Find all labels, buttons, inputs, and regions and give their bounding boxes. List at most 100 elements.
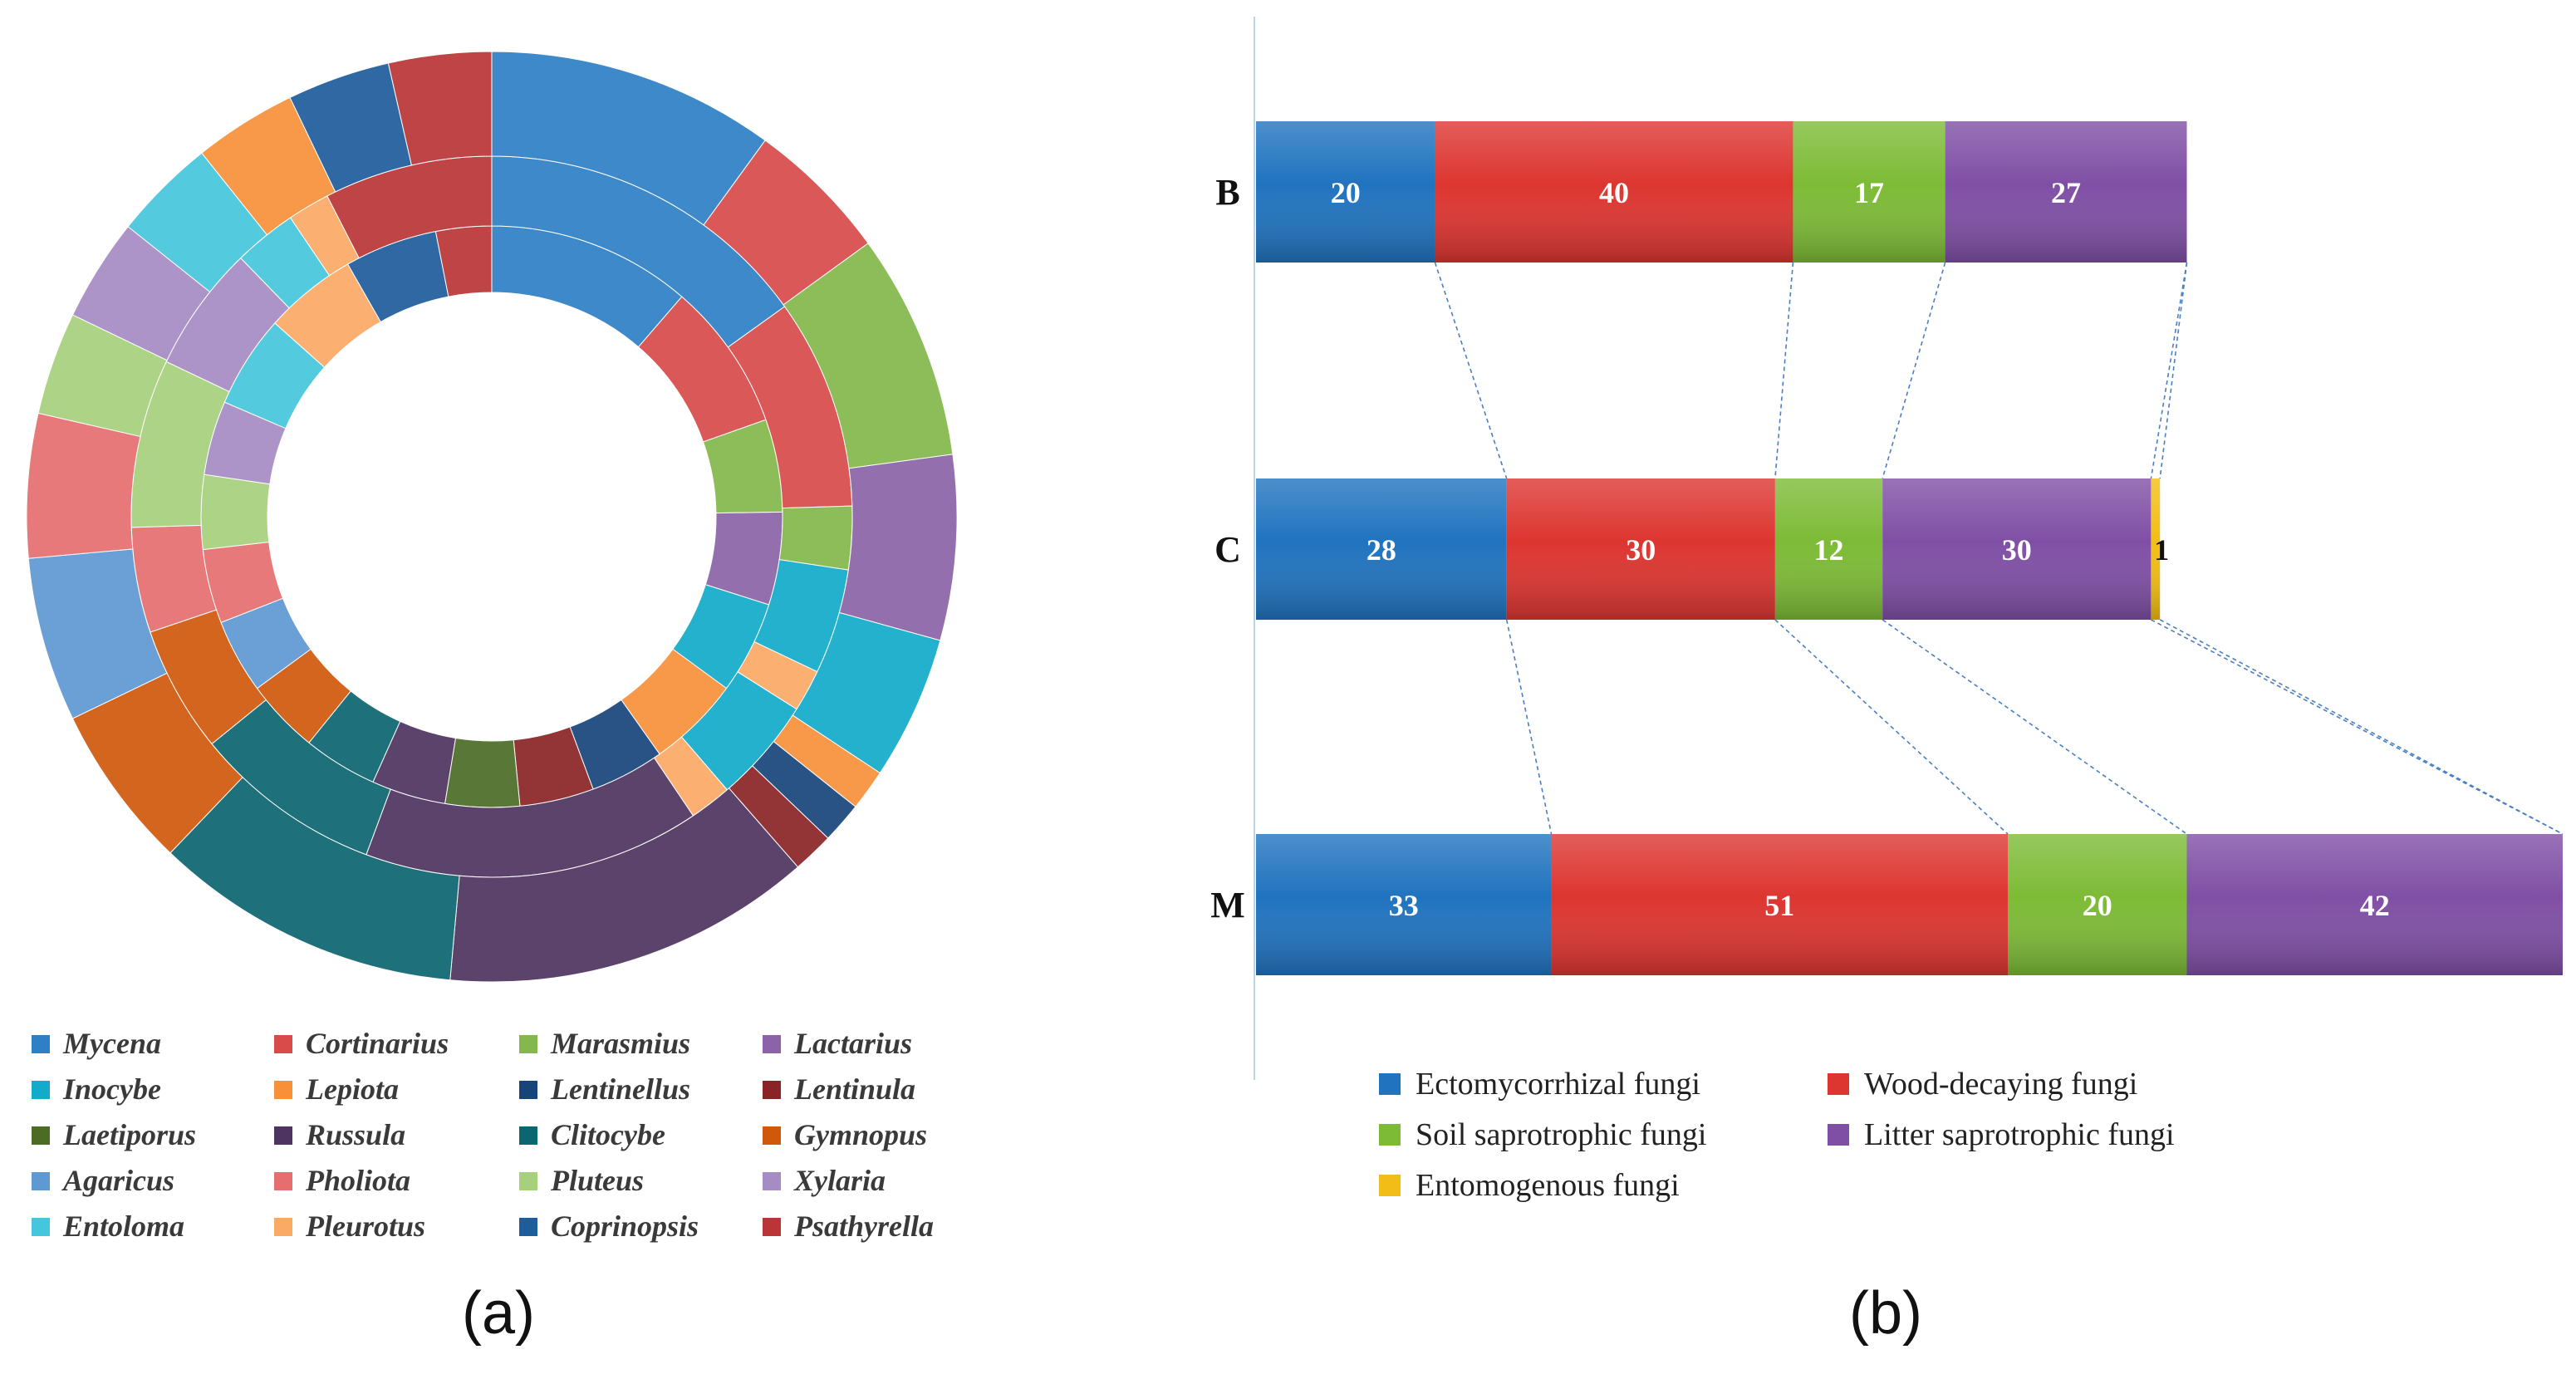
legend-item-ectomycorrhizal-fungi: Ectomycorrhizal fungi <box>1379 1067 1700 1102</box>
connector-c-m-5 <box>2159 619 2564 835</box>
legend-label-clitocybe: Clitocybe <box>551 1118 665 1151</box>
guild-legend: Ectomycorrhizal fungi Wood-decaying fungi… <box>1379 1067 2175 1203</box>
bar-shade-c-ectomycorrhizal-fungi <box>1256 478 1507 620</box>
legend-label-marasmius: Marasmius <box>550 1027 690 1060</box>
legend-item-marasmius: Marasmius <box>519 1027 690 1060</box>
bar-value-m-wood-decaying-fungi: 51 <box>1764 889 1794 922</box>
legend-swatch-lentinula <box>763 1081 781 1099</box>
legend-label-entomogenous-fungi: Entomogenous fungi <box>1416 1168 1680 1203</box>
legend-item-pluteus: Pluteus <box>519 1164 644 1197</box>
legend-swatch-pluteus <box>519 1172 537 1190</box>
legend-item-pholiota: Pholiota <box>274 1164 410 1197</box>
legend-item-russula: Russula <box>274 1118 405 1151</box>
legend-item-clitocybe: Clitocybe <box>519 1118 665 1151</box>
legend-swatch-xylaria <box>763 1172 781 1190</box>
legend-swatch-coprinopsis <box>519 1218 537 1236</box>
legend-item-pleurotus: Pleurotus <box>274 1210 425 1243</box>
legend-label-soil-saprotrophic-fungi: Soil saprotrophic fungi <box>1416 1117 1706 1152</box>
legend-label-litter-saprotrophic-fungi: Litter saprotrophic fungi <box>1864 1117 2175 1152</box>
legend-swatch-inocybe <box>32 1081 50 1099</box>
genus-legend: Mycena Cortinarius Marasmius Lactarius Inocy… <box>32 1027 934 1243</box>
legend-swatch-agaricus <box>32 1172 50 1190</box>
legend-swatch-clitocybe <box>519 1126 537 1145</box>
bar-shade-m-litter-saprotrophic-fungi <box>2186 834 2563 975</box>
legend-item-lentinellus: Lentinellus <box>519 1072 690 1106</box>
legend-item-gymnopus: Gymnopus <box>763 1118 927 1151</box>
legend-item-entoloma: Entoloma <box>32 1210 184 1243</box>
legend-item-wood-decaying-fungi: Wood-decaying fungi <box>1828 1067 2137 1102</box>
connector-b-c-4 <box>2150 262 2188 479</box>
legend-swatch-psathyrella <box>763 1218 781 1236</box>
bar-shade-b-wood-decaying-fungi <box>1435 121 1793 263</box>
category-label-m: M <box>1210 885 1245 925</box>
legend-swatch-marasmius <box>519 1035 537 1053</box>
bar-shade-m-wood-decaying-fungi <box>1551 834 2009 975</box>
bar-value-c-ectomycorrhizal-fungi: 28 <box>1367 533 1396 567</box>
legend-label-laetiporus: Laetiporus <box>62 1118 196 1151</box>
ring-inner-slice-pluteus-14 <box>200 474 271 551</box>
legend-swatch-gymnopus <box>763 1126 781 1145</box>
bar-value-m-soil-saprotrophic-fungi: 20 <box>2083 889 2112 922</box>
legend-item-entomogenous-fungi: Entomogenous fungi <box>1379 1168 1680 1203</box>
stacked-bar-panel: 20 40 17 27 B 28 30 12 30 1 C 33 51 20 42 M Ectomycorrh… <box>1210 17 2564 1347</box>
legend-item-soil-saprotrophic-fungi: Soil saprotrophic fungi <box>1379 1117 1706 1152</box>
legend-label-wood-decaying-fungi: Wood-decaying fungi <box>1864 1067 2137 1102</box>
legend-item-laetiporus: Laetiporus <box>32 1118 196 1151</box>
legend-swatch-mycena <box>32 1035 50 1053</box>
legend-label-mycena: Mycena <box>62 1027 161 1060</box>
legend-item-litter-saprotrophic-fungi: Litter saprotrophic fungi <box>1828 1117 2175 1152</box>
bar-value-b-wood-decaying-fungi: 40 <box>1599 176 1629 209</box>
legend-label-lentinellus: Lentinellus <box>550 1072 690 1106</box>
legend-label-pholiota: Pholiota <box>305 1164 410 1197</box>
bar-shade-b-litter-saprotrophic-fungi <box>1945 121 2187 263</box>
bar-value-b-soil-saprotrophic-fungi: 17 <box>1854 176 1884 209</box>
ring-outer-slice-pholiota-12 <box>26 412 141 559</box>
panel-label-a: (a) <box>462 1280 535 1347</box>
legend-swatch-pleurotus <box>274 1218 292 1236</box>
bar-shade-b-soil-saprotrophic-fungi <box>1793 121 1945 263</box>
bar-value-c-entomogenous-fungi: 1 <box>2154 533 2169 567</box>
bar-shade-m-ectomycorrhizal-fungi <box>1256 834 1552 975</box>
bar-shade-c-entomogenous-fungi <box>2151 478 2161 620</box>
legend-label-pluteus: Pluteus <box>550 1164 644 1197</box>
legend-label-gymnopus: Gymnopus <box>794 1118 927 1151</box>
legend-label-coprinopsis: Coprinopsis <box>551 1210 699 1243</box>
category-label-b: B <box>1215 172 1239 213</box>
bar-shade-c-soil-saprotrophic-fungi <box>1774 478 1883 620</box>
legend-item-cortinarius: Cortinarius <box>274 1027 449 1060</box>
legend-swatch-litter-saprotrophic-fungi <box>1828 1124 1849 1146</box>
connector-c-m-2 <box>1774 619 2009 835</box>
category-label-c: C <box>1214 529 1241 570</box>
bar-shade-m-soil-saprotrophic-fungi <box>2008 834 2187 975</box>
panel-label-b: (b) <box>1849 1280 1922 1347</box>
legend-label-inocybe: Inocybe <box>62 1072 161 1106</box>
legend-item-lactarius: Lactarius <box>763 1027 912 1060</box>
legend-swatch-entomogenous-fungi <box>1379 1175 1401 1196</box>
legend-swatch-soil-saprotrophic-fungi <box>1379 1124 1401 1146</box>
bar-value-c-soil-saprotrophic-fungi: 12 <box>1814 533 1844 567</box>
legend-label-russula: Russula <box>305 1118 405 1151</box>
donut-chart-panel: Mycena Cortinarius Marasmius Lactarius Inocy… <box>26 51 958 1347</box>
legend-swatch-wood-decaying-fungi <box>1828 1073 1849 1095</box>
legend-label-psathyrella: Psathyrella <box>793 1210 934 1243</box>
legend-swatch-ectomycorrhizal-fungi <box>1379 1073 1401 1095</box>
legend-swatch-lactarius <box>763 1035 781 1053</box>
legend-item-agaricus: Agaricus <box>32 1164 174 1197</box>
legend-item-mycena: Mycena <box>32 1027 161 1060</box>
bar-shade-c-litter-saprotrophic-fungi <box>1882 478 2152 620</box>
ring-outer-slice-psathyrella-18 <box>387 51 493 166</box>
legend-swatch-lentinellus <box>519 1081 537 1099</box>
bar-value-c-litter-saprotrophic-fungi: 30 <box>2002 533 2032 567</box>
legend-swatch-cortinarius <box>274 1035 292 1053</box>
donut-rings <box>26 51 958 983</box>
connector-c-m-3 <box>1882 619 2187 835</box>
bar-value-m-litter-saprotrophic-fungi: 42 <box>2360 889 2390 922</box>
ring-middle-slice-marasmius-2 <box>778 505 853 571</box>
legend-swatch-laetiporus <box>32 1126 50 1145</box>
legend-label-ectomycorrhizal-fungi: Ectomycorrhizal fungi <box>1416 1067 1700 1102</box>
ring-outer-slice-lactarius-3 <box>838 454 958 641</box>
legend-item-lepiota: Lepiota <box>274 1072 399 1106</box>
connector-b-c-1 <box>1434 262 1508 479</box>
stacked-bars: 20 40 17 27 B 28 30 12 30 1 C 33 51 20 42 M <box>1210 121 2563 975</box>
